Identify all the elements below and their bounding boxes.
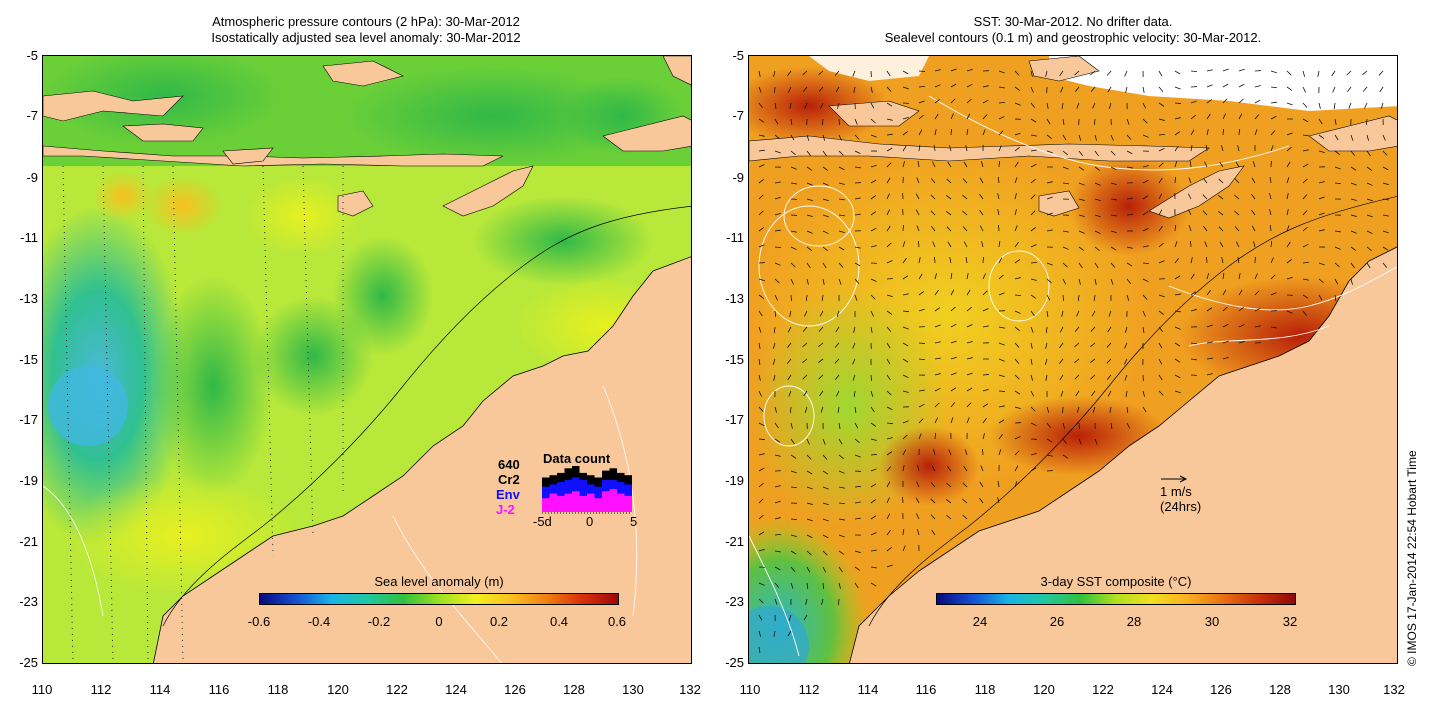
x-tick: 116 [208, 682, 230, 697]
data-count-bar-j2 [594, 498, 602, 512]
data-count-bar-env [579, 479, 587, 512]
x-tick: 122 [386, 682, 408, 697]
data-count-bar-j2 [572, 491, 580, 512]
data-count-bar-j2 [602, 491, 610, 512]
y-tick: -19 [725, 473, 744, 488]
y-tick: -21 [725, 534, 744, 549]
data-count-bar-j2 [609, 489, 617, 512]
data-count-bar-j2 [549, 493, 557, 512]
left-title-line2: Isostatically adjusted sea level anomaly… [211, 30, 521, 45]
colorbar-tick: 30 [1204, 614, 1220, 629]
mission-label-cr2: Cr2 [498, 472, 520, 487]
x-tick: 112 [90, 682, 112, 697]
data-count-bar-j2 [624, 495, 632, 512]
y-tick: -17 [19, 412, 38, 427]
colorbar-tick: 24 [972, 614, 988, 629]
colorbar-tick: -0.2 [367, 614, 391, 629]
x-tick: 124 [445, 682, 467, 697]
y-tick: -23 [19, 594, 38, 609]
colorbar-tick: 0.4 [549, 614, 569, 629]
y-tick: -7 [732, 108, 744, 123]
data-count-bars [542, 466, 632, 514]
data-count-axis-label: 0 [586, 514, 594, 529]
data-count-bar-j2 [542, 498, 550, 512]
y-tick: -13 [725, 291, 744, 306]
left-colorbar-title: Sea level anomaly (m) [374, 574, 504, 589]
x-tick: 124 [1151, 682, 1173, 697]
x-tick: 116 [915, 682, 937, 697]
y-tick: -15 [19, 352, 38, 367]
y-tick: -9 [732, 170, 744, 185]
left-colorbar [259, 593, 619, 605]
x-tick: 120 [1033, 682, 1055, 697]
right-colorbar [936, 593, 1296, 605]
colorbar-tick: 28 [1126, 614, 1142, 629]
x-tick: 110 [31, 682, 53, 697]
y-tick: -17 [725, 412, 744, 427]
x-tick: 130 [622, 682, 644, 697]
colorbar-tick: 0.2 [489, 614, 509, 629]
x-tick: 110 [739, 682, 761, 697]
x-tick: 120 [327, 682, 349, 697]
data-count-bar-j2 [617, 493, 625, 512]
x-tick: 126 [504, 682, 526, 697]
y-tick: -11 [20, 230, 38, 245]
data-count-axis-label: -5d [533, 514, 552, 529]
data-count-bar-j2 [579, 495, 587, 512]
y-tick: -13 [19, 291, 38, 306]
mission-label-env: Env [496, 487, 520, 502]
x-tick: 118 [974, 682, 996, 697]
right-map-panel [748, 55, 1398, 664]
data-count-bar-j2 [557, 495, 565, 512]
x-tick: 118 [267, 682, 289, 697]
data-count-axis-label: 5 [630, 514, 638, 529]
x-tick: 128 [1269, 682, 1291, 697]
colorbar-tick: 0.6 [607, 614, 627, 629]
y-tick: -19 [19, 473, 38, 488]
x-tick: 132 [1383, 682, 1405, 697]
velocity-key-sublabel: (24hrs) [1160, 499, 1202, 514]
colorbar-tick: -0.6 [247, 614, 271, 629]
geostrophic-velocity-vectors [758, 68, 1389, 653]
y-tick: -9 [26, 170, 38, 185]
colorbar-tick: 26 [1049, 614, 1065, 629]
colorbar-tick: 32 [1282, 614, 1298, 629]
left-map-panel [42, 55, 692, 664]
x-tick: 130 [1328, 682, 1350, 697]
sea-level-anomaly-map [43, 56, 691, 663]
y-tick: -25 [725, 655, 744, 670]
data-count-bar-j2 [564, 493, 572, 512]
x-tick: 126 [1210, 682, 1232, 697]
right-title-line1: SST: 30-Mar-2012. No drifter data. [973, 14, 1173, 29]
x-tick: 128 [563, 682, 585, 697]
data-count-bar-j2 [587, 493, 595, 512]
x-tick: 112 [798, 682, 820, 697]
y-tick: -7 [26, 108, 38, 123]
velocity-key-arrow [1161, 475, 1188, 483]
y-tick: -21 [19, 534, 38, 549]
right-title-line2: Sealevel contours (0.1 m) and geostrophi… [884, 30, 1262, 45]
x-tick: 114 [149, 682, 171, 697]
x-tick: 114 [857, 682, 879, 697]
data-count-title: Data count [543, 451, 611, 466]
x-tick: 122 [1092, 682, 1114, 697]
y-tick: -11 [726, 230, 744, 245]
mission-label-j2: J-2 [496, 502, 515, 517]
y-tick: -25 [19, 655, 38, 670]
y-tick: -5 [732, 48, 744, 63]
x-tick: 132 [679, 682, 701, 697]
y-tick: -23 [725, 594, 744, 609]
left-title-line1: Atmospheric pressure contours (2 hPa): 3… [212, 14, 520, 29]
y-tick: -5 [26, 48, 38, 63]
velocity-key-label: 1 m/s [1160, 484, 1192, 499]
colorbar-tick: 0 [435, 614, 443, 629]
y-tick: -15 [725, 352, 744, 367]
data-count-number: 640 [498, 457, 520, 472]
right-colorbar-title: 3-day SST composite (°C) [1040, 574, 1192, 589]
imos-credit: © IMOS 17-Jan-2014 22:54 Hobart Time [1405, 450, 1419, 666]
colorbar-tick: -0.4 [307, 614, 331, 629]
